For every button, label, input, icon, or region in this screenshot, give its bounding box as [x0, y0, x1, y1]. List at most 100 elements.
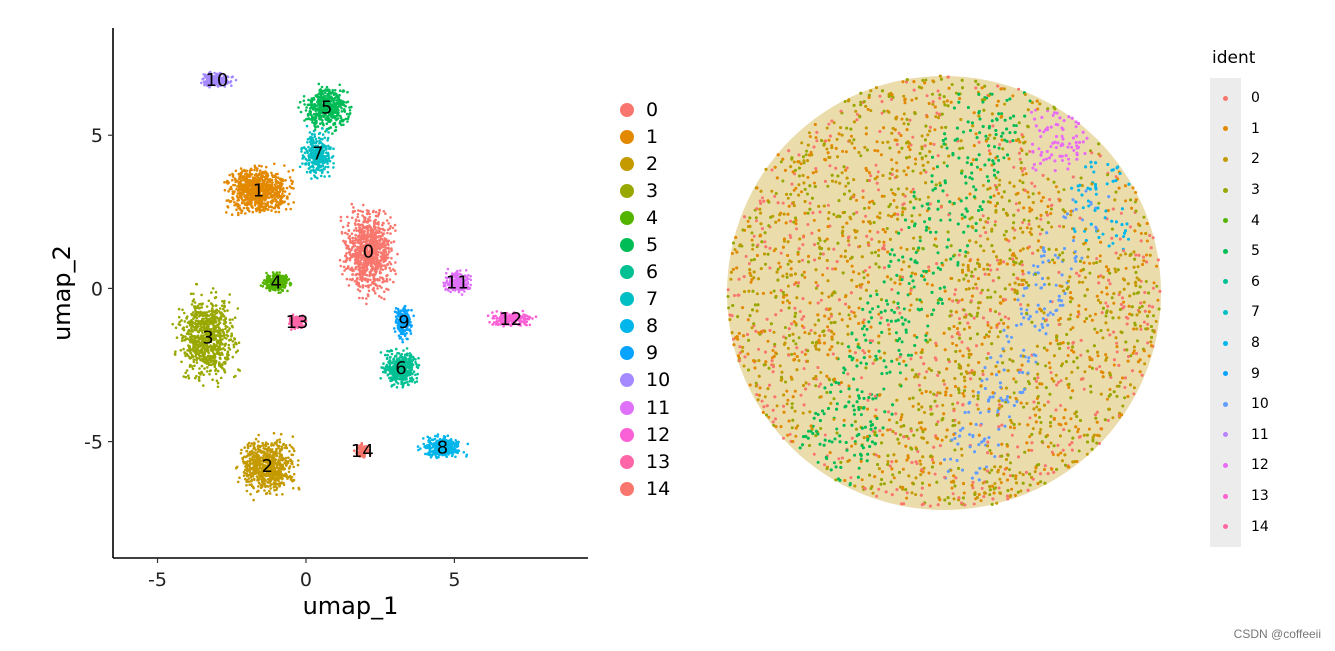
umap-point [378, 208, 381, 212]
umap-point [223, 305, 226, 309]
umap-point [246, 187, 250, 191]
umap-point [327, 120, 330, 123]
umap-point [185, 325, 189, 329]
umap-point [252, 470, 255, 474]
umap-point [222, 330, 225, 334]
umap-point [279, 291, 282, 294]
umap-point [218, 356, 222, 360]
umap-point [318, 114, 322, 117]
umap-point [372, 209, 375, 213]
umap-point [320, 110, 324, 113]
umap-point [209, 302, 213, 305]
umap-point [198, 302, 202, 306]
umap-point [249, 462, 252, 465]
umap-point [381, 256, 384, 260]
umap-point [229, 338, 232, 341]
umap-point [362, 203, 365, 207]
umap-point [195, 316, 198, 319]
umap-point [188, 346, 191, 349]
umap-point [346, 90, 349, 94]
umap-point [341, 120, 345, 123]
umap-point [345, 246, 349, 250]
umap-point [279, 189, 282, 192]
umap-point [238, 188, 241, 191]
umap-point [263, 469, 267, 472]
umap-point [204, 311, 207, 315]
umap-point [228, 200, 232, 204]
umap-point [339, 215, 343, 219]
umap-point [291, 168, 295, 172]
umap-point [232, 375, 236, 379]
umap-point [221, 300, 224, 303]
umap-point [415, 376, 419, 380]
umap-point [254, 196, 257, 200]
umap-point [384, 353, 387, 357]
umap-point [204, 347, 208, 350]
umap-point [332, 100, 335, 104]
umap-point [254, 181, 258, 184]
umap-point [237, 206, 241, 210]
umap-point [270, 205, 274, 209]
umap-point [350, 232, 354, 235]
umap-point [390, 247, 393, 250]
umap-point [270, 467, 274, 471]
umap-point [382, 362, 385, 365]
umap-point [226, 182, 229, 185]
umap-point [365, 261, 368, 265]
umap-point [202, 373, 205, 377]
umap-point [249, 167, 253, 171]
umap-point [259, 169, 262, 172]
umap-point [254, 437, 258, 441]
umap-point [305, 124, 309, 128]
umap-point [248, 466, 252, 470]
umap-point [411, 363, 414, 366]
umap-point [215, 308, 219, 312]
umap-point [219, 336, 222, 339]
umap-point [181, 327, 185, 331]
umap-point [350, 254, 354, 258]
umap-point [335, 117, 338, 121]
umap-point [292, 187, 295, 190]
umap-point [227, 329, 230, 332]
umap-point [194, 355, 197, 358]
umap-point [193, 301, 197, 304]
umap-point [237, 172, 240, 176]
umap-point [349, 241, 352, 244]
umap-point [233, 204, 236, 207]
umap-point [367, 217, 370, 221]
umap-point [340, 107, 343, 110]
umap-point [368, 251, 371, 255]
umap-point [347, 115, 350, 118]
umap-point [347, 236, 351, 239]
umap-point [317, 82, 321, 86]
umap-point [324, 165, 327, 169]
umap-point [352, 255, 356, 258]
umap-point [291, 180, 295, 183]
umap-point [238, 181, 242, 184]
umap-point [255, 192, 259, 196]
umap-point [232, 192, 235, 195]
umap-point [216, 341, 220, 345]
umap-point [246, 470, 249, 473]
umap-point [319, 169, 322, 172]
umap-point [456, 444, 460, 448]
umap-point [245, 472, 249, 476]
umap-point [184, 335, 187, 339]
umap-point [462, 451, 466, 454]
umap-point [240, 209, 244, 213]
umap-point [244, 477, 247, 481]
umap-point [181, 308, 184, 312]
umap-point [261, 441, 265, 445]
umap-point [374, 210, 378, 214]
umap-point [251, 485, 255, 489]
umap-point [312, 96, 316, 100]
umap-point [378, 239, 382, 243]
umap-point [414, 360, 417, 364]
umap-point [270, 171, 273, 175]
umap-point [342, 100, 346, 104]
umap-point [369, 262, 372, 265]
umap-point [270, 449, 274, 453]
umap-point [312, 129, 316, 133]
umap-point [246, 468, 249, 471]
umap-point [304, 162, 307, 165]
